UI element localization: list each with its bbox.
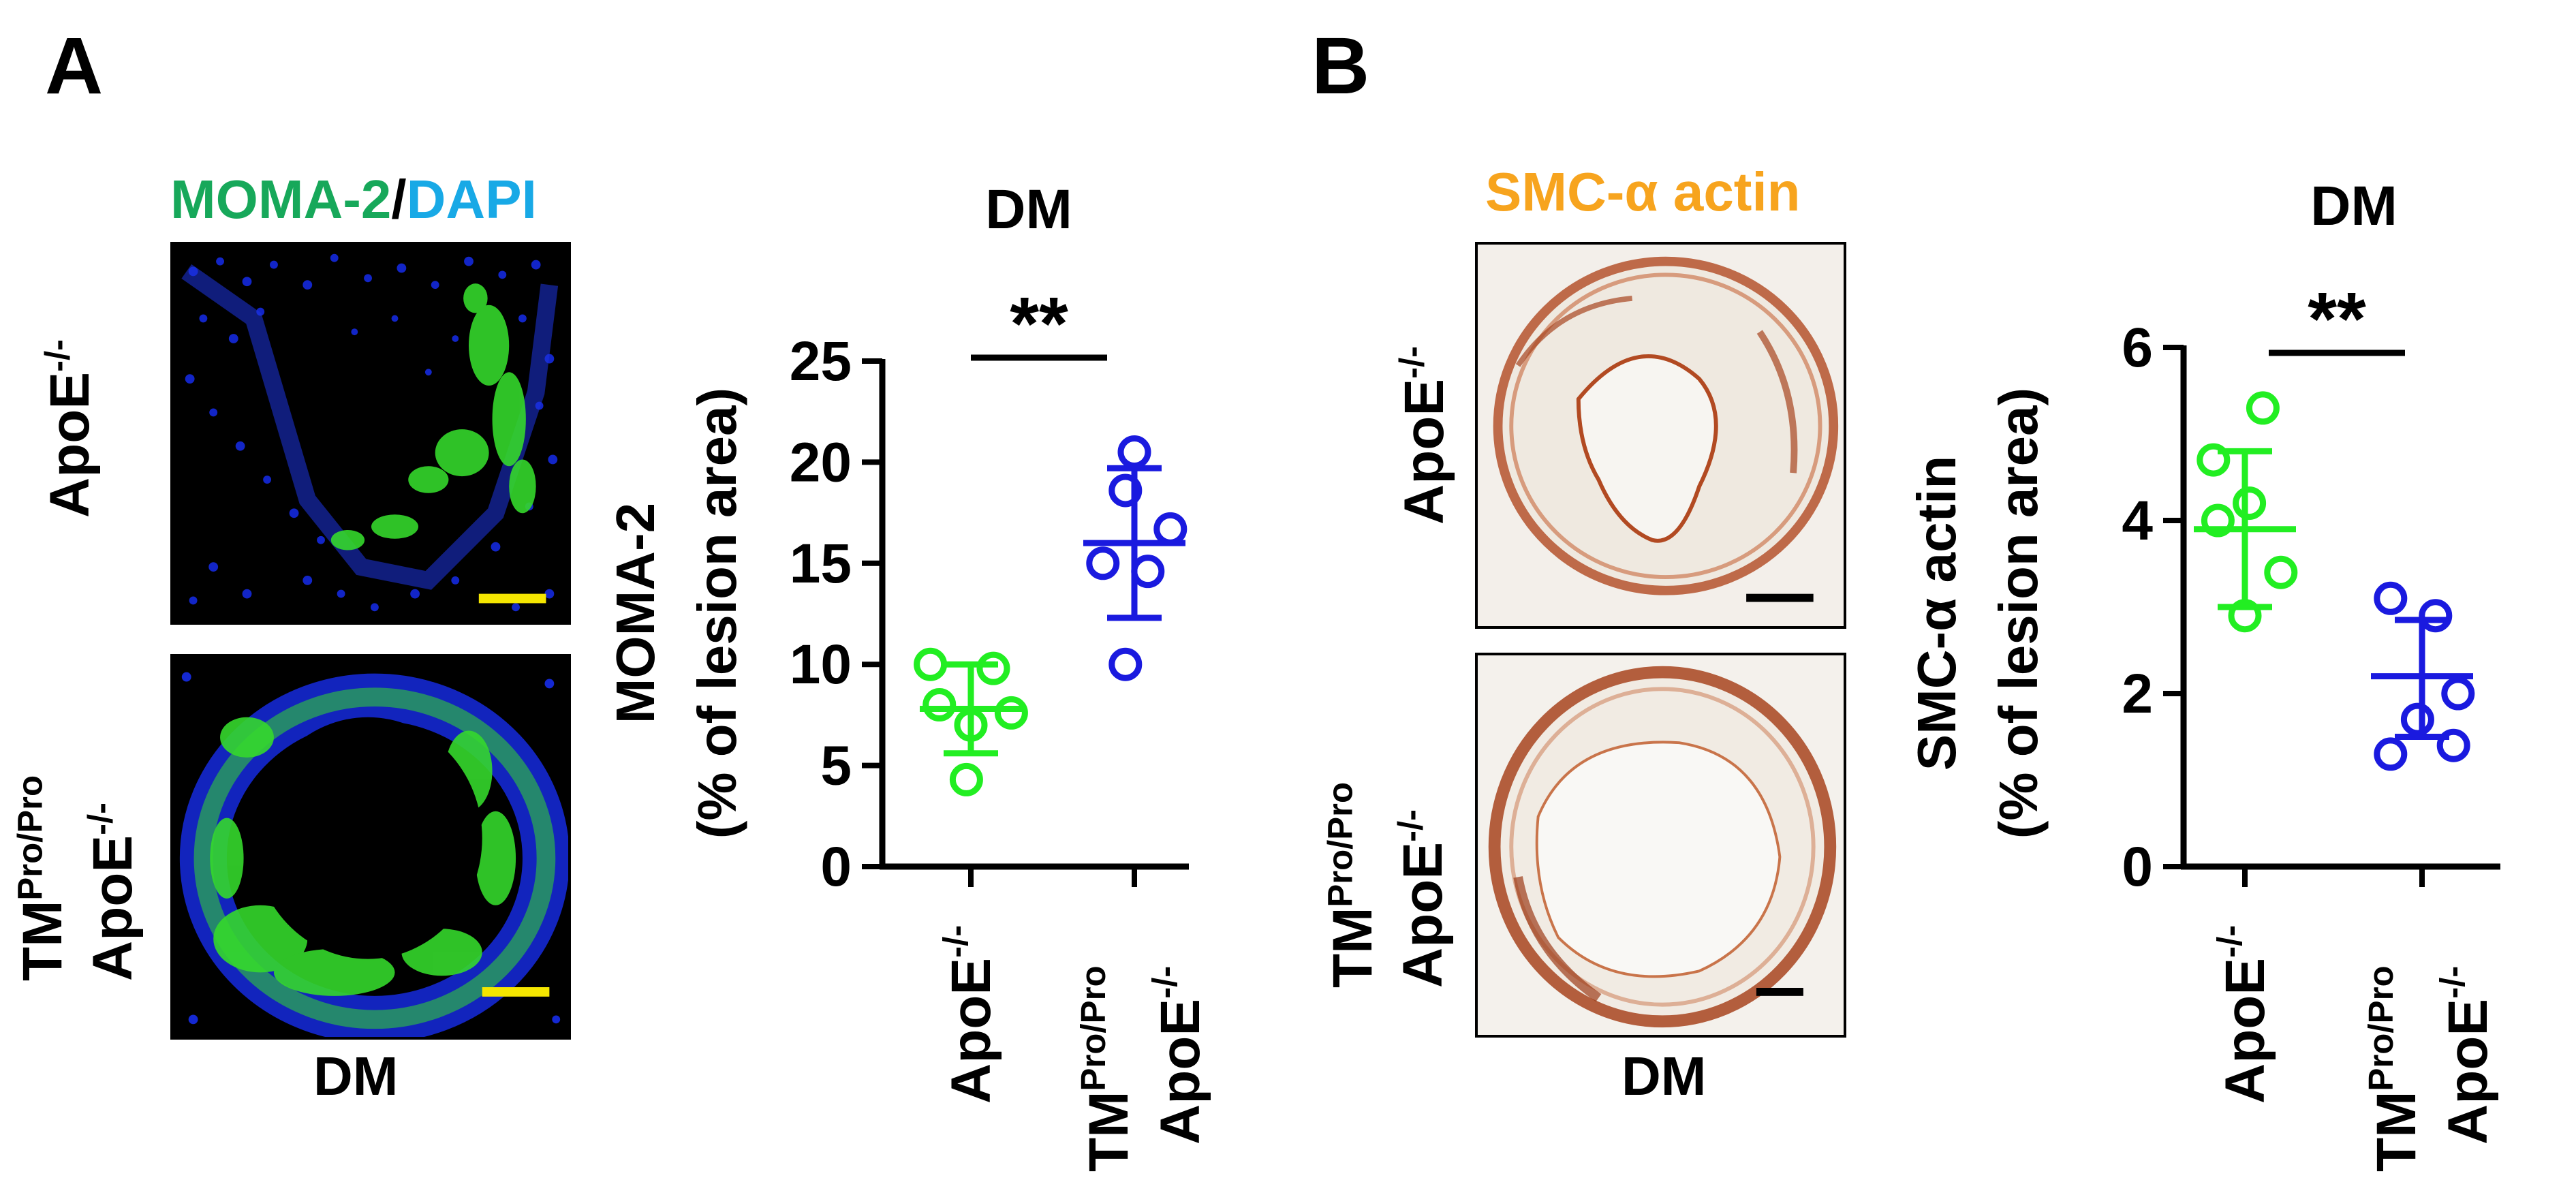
stain-slash: / — [391, 169, 407, 230]
chart1-category-label-tm-line2: ApoE-/- — [1145, 966, 1211, 1145]
panel-a-image-apoe — [170, 242, 571, 625]
panel-b-image-apoe — [1475, 242, 1846, 629]
chart2-data-point — [2374, 581, 2408, 615]
chart2-y-tick-label: 0 — [2122, 836, 2153, 898]
chart1-y-tick-label: 5 — [820, 735, 852, 797]
moma2-stain-label: MOMA-2 — [170, 169, 392, 230]
chart1-data-point — [994, 696, 1028, 730]
chart1-y-tick-label: 10 — [790, 634, 852, 696]
panel-b-letter: B — [1312, 21, 1370, 111]
chart1-data-point — [1108, 473, 1143, 508]
panel-b-image-tm — [1475, 653, 1846, 1038]
panel-b-image-caption: DM — [1621, 1046, 1707, 1106]
chart2-data-point — [2400, 702, 2434, 736]
chart2-data-point — [2436, 728, 2470, 762]
scale-bar — [1746, 593, 1814, 602]
chart2-data-point — [2201, 503, 2235, 538]
ihc-image-apoe — [1478, 245, 1844, 626]
chart1-data-point — [1108, 647, 1143, 681]
chart1-y-tick-label: 25 — [790, 330, 852, 392]
chart2-data-point — [2233, 486, 2267, 520]
chart2-significance-stars: ** — [2308, 277, 2366, 361]
scale-bar — [1756, 987, 1803, 996]
chart2-data-point — [2197, 443, 2231, 477]
chart2-data-point — [2246, 391, 2280, 425]
fluorescence-image-tm — [173, 657, 568, 1037]
scale-bar — [478, 593, 546, 604]
chart1-data-point — [976, 651, 1010, 685]
chart2-data-point — [2441, 677, 2475, 711]
panel-a-stain-title: MOMA-2/DAPI — [170, 172, 537, 227]
chart1-y-tick-label: 0 — [820, 836, 852, 898]
chart1-y-tick-label: 20 — [790, 431, 852, 493]
chart1-data-point — [949, 762, 983, 796]
chart1-data-point — [914, 647, 948, 681]
chart2-category-label-tm-line1: TMPro/Pro — [2361, 965, 2427, 1172]
chart2-y-tick-label: 2 — [2122, 663, 2153, 725]
chart2-y-tick-label: 4 — [2122, 490, 2153, 552]
chart1-data-point — [1131, 555, 1165, 589]
panel-b-stain-title: SMC-α actin — [1485, 161, 1801, 222]
chart1-category-label-tm-line1: TMPro/Pro — [1074, 965, 1140, 1172]
chart1-category-label-apoe: ApoE-/- — [936, 925, 1002, 1104]
chart1-data-point — [1086, 546, 1120, 580]
chart2-category-label-apoe: ApoE-/- — [2210, 925, 2276, 1104]
dapi-stain-label: DAPI — [406, 169, 537, 230]
scale-bar — [482, 987, 550, 997]
chart2-data-point — [2374, 737, 2408, 771]
chart2-title: DM — [2310, 175, 2397, 237]
fluorescence-image-apoe — [173, 245, 568, 622]
chart2-data-point — [2264, 555, 2298, 589]
panel-a-letter: A — [45, 21, 104, 111]
chart1-ylabel-line1: MOMA-2 — [605, 503, 666, 724]
chart2-y-tick-label: 6 — [2122, 317, 2153, 379]
chart1-data-point — [1117, 435, 1151, 469]
chart1-significance-stars: ** — [1010, 282, 1068, 366]
chart2-category-label-tm-line2: ApoE-/- — [2433, 966, 2499, 1145]
panel-a-image-tm — [170, 654, 571, 1040]
chart1-data-point — [922, 688, 957, 722]
ihc-image-tm — [1478, 655, 1844, 1035]
chart1-ylabel-line2: (% of lesion area) — [687, 388, 747, 839]
chart1-y-tick-label: 15 — [790, 533, 852, 595]
panel-a-image-caption: DM — [313, 1046, 399, 1106]
chart2-ylabel-line1: SMC-α actin — [1906, 456, 1967, 771]
chart2-data-point — [2419, 599, 2453, 633]
chart1-data-point — [1153, 512, 1188, 546]
chart2-ylabel-line2: (% of lesion area) — [1988, 388, 2049, 839]
chart1-title: DM — [985, 178, 1072, 240]
